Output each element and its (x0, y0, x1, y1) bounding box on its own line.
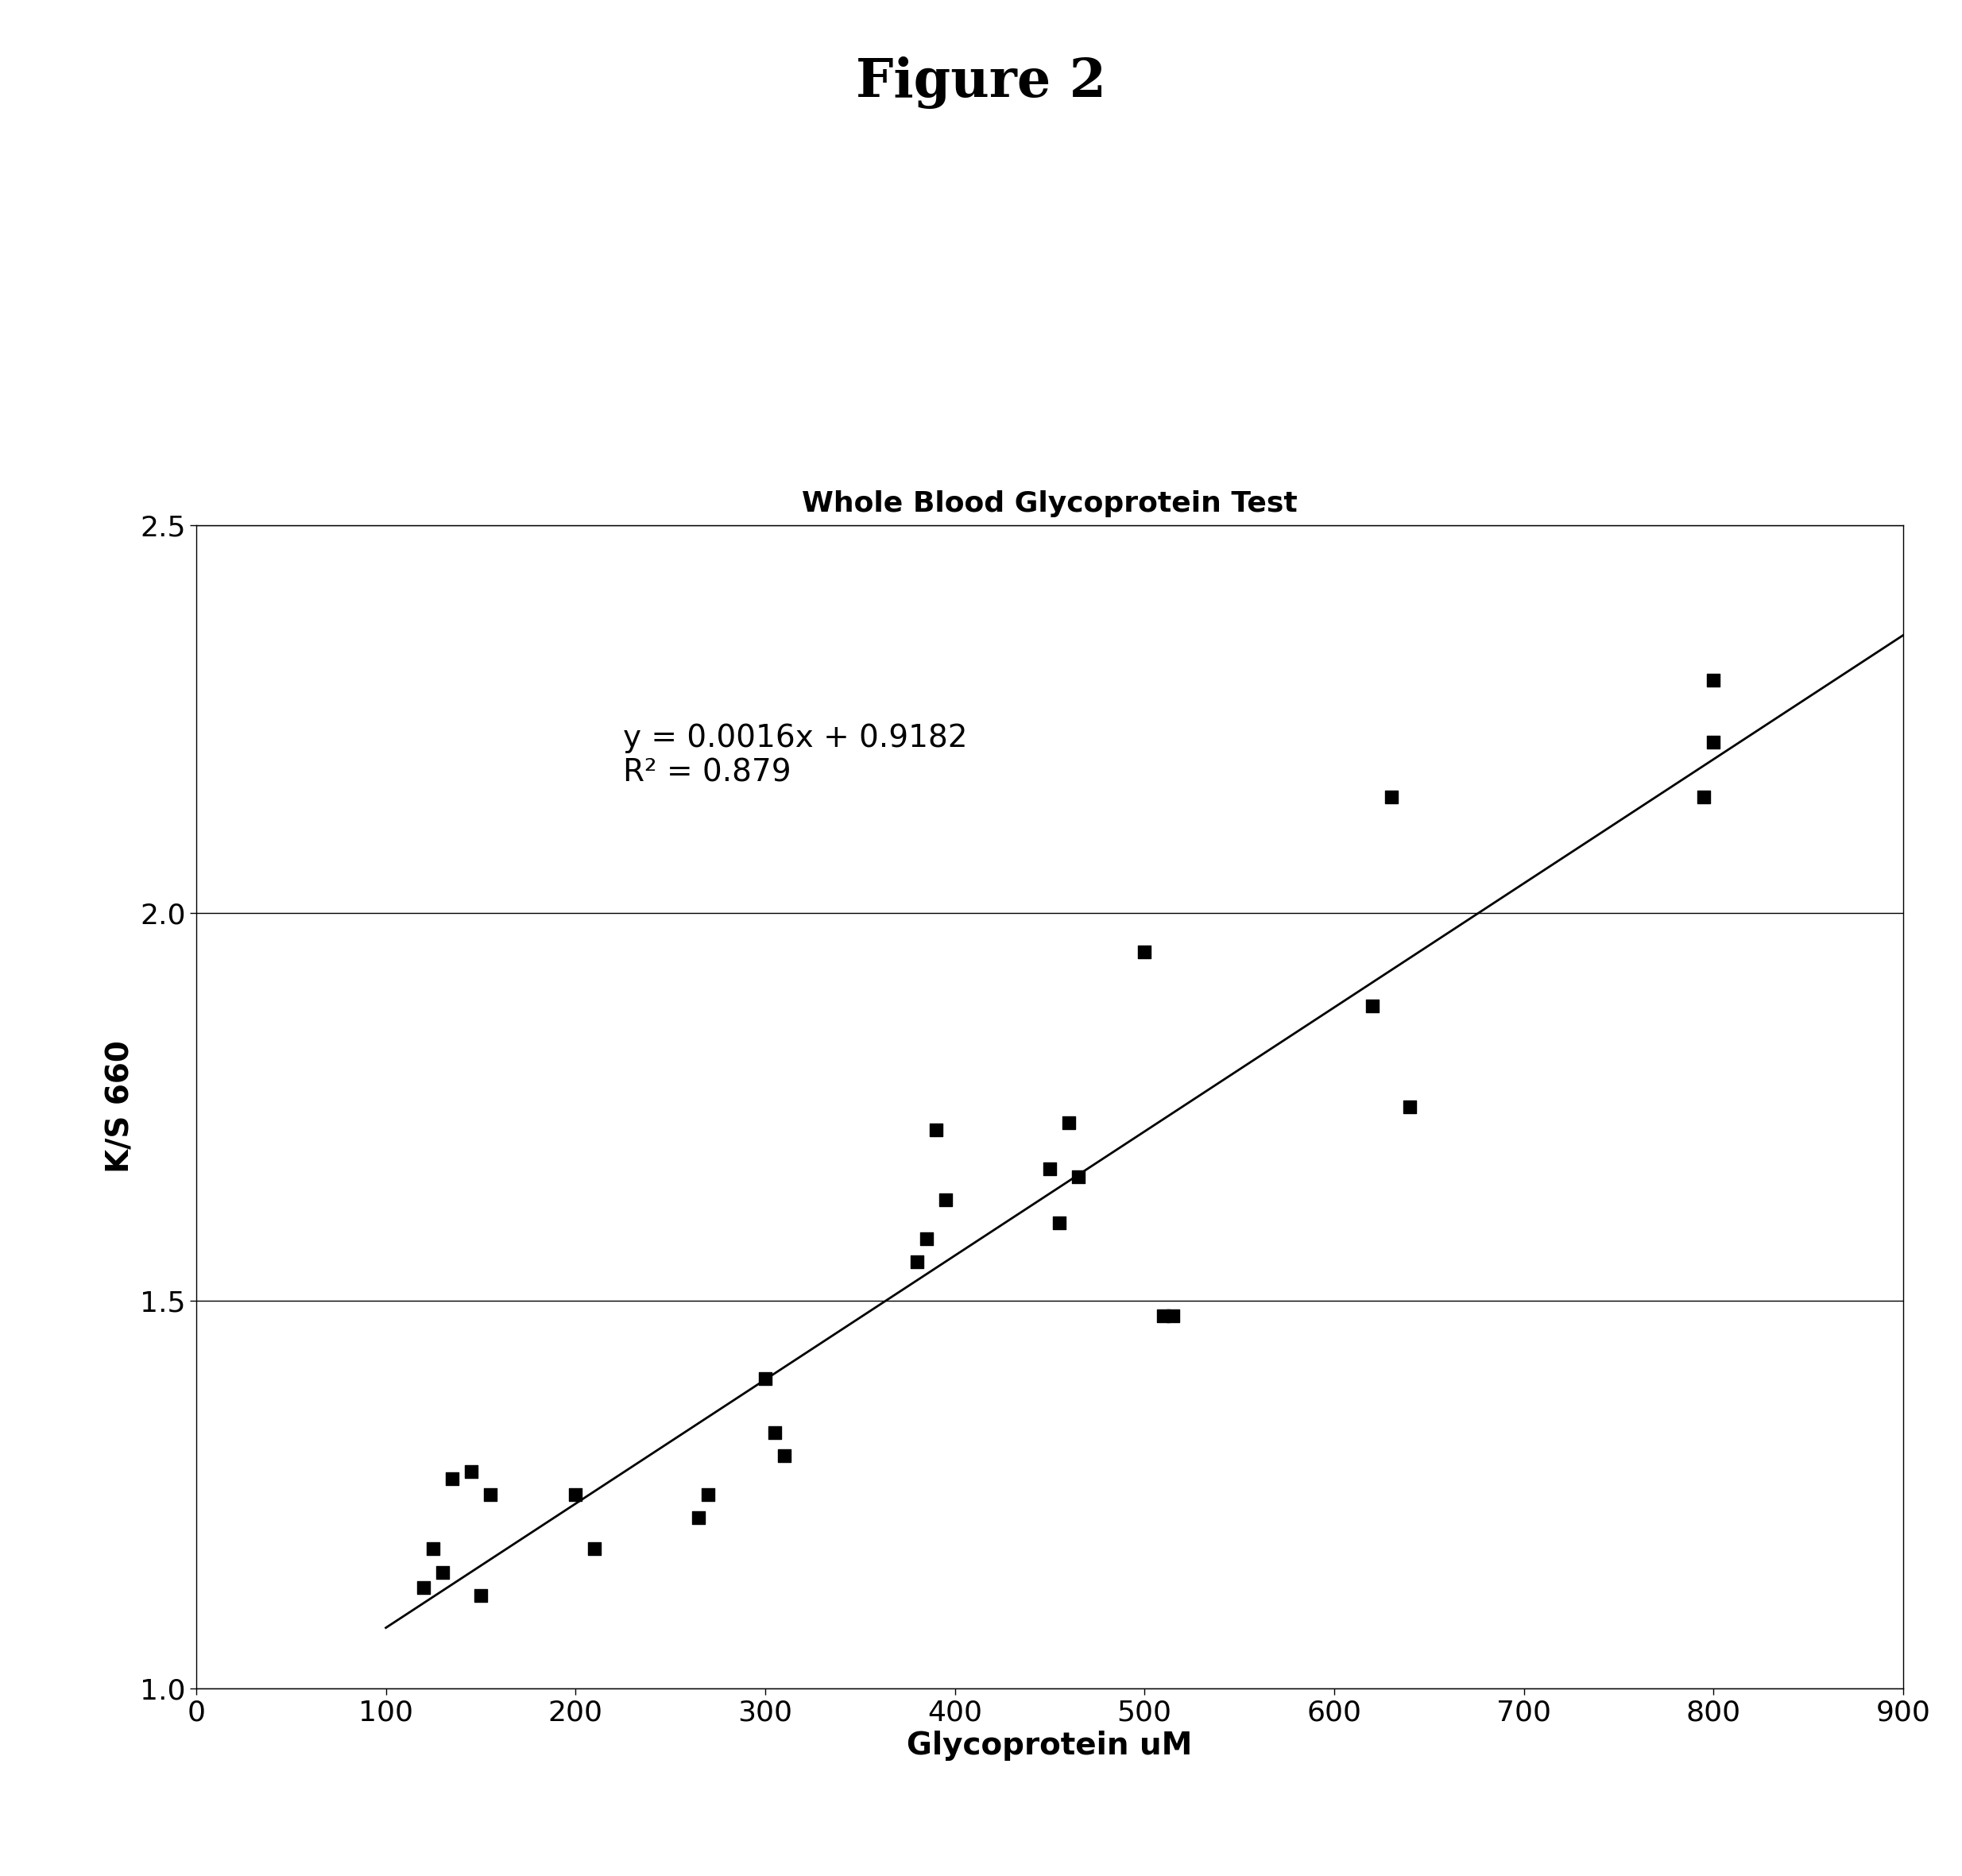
Point (1687, 782, 1719, 812)
Point (436, 1463, 469, 1493)
Point (1697, 728, 1729, 758)
Point (1158, 1302, 1189, 1332)
X-axis label: Glycoprotein uM: Glycoprotein uM (906, 1730, 1193, 1760)
Point (901, 1248, 932, 1278)
Point (1034, 1154, 1065, 1184)
Point (1356, 991, 1387, 1021)
Text: Figure 2: Figure 2 (855, 56, 1107, 109)
Point (910, 1223, 942, 1253)
Point (455, 1456, 487, 1486)
Point (920, 1114, 952, 1144)
Point (408, 1572, 439, 1602)
Title: Whole Blood Glycoprotein Test: Whole Blood Glycoprotein Test (802, 492, 1297, 518)
Text: y = 0.0016x + 0.9182
R² = 0.879: y = 0.0016x + 0.9182 R² = 0.879 (624, 722, 967, 788)
Y-axis label: K/S 660: K/S 660 (106, 1041, 135, 1172)
Point (1697, 666, 1729, 696)
Point (465, 1580, 496, 1610)
Point (475, 1480, 506, 1510)
Point (693, 1480, 724, 1510)
Point (1044, 1208, 1075, 1238)
Point (930, 1186, 961, 1216)
Point (1148, 1302, 1179, 1332)
Point (759, 1418, 791, 1448)
Point (749, 1364, 781, 1394)
Point (1375, 782, 1407, 812)
Point (1054, 1107, 1085, 1137)
Point (683, 1503, 714, 1533)
Point (418, 1535, 449, 1565)
Point (579, 1535, 610, 1565)
Point (1063, 1161, 1095, 1191)
Point (428, 1557, 459, 1587)
Point (559, 1480, 591, 1510)
Point (1128, 936, 1160, 966)
Point (769, 1441, 800, 1471)
Point (1395, 1092, 1426, 1122)
